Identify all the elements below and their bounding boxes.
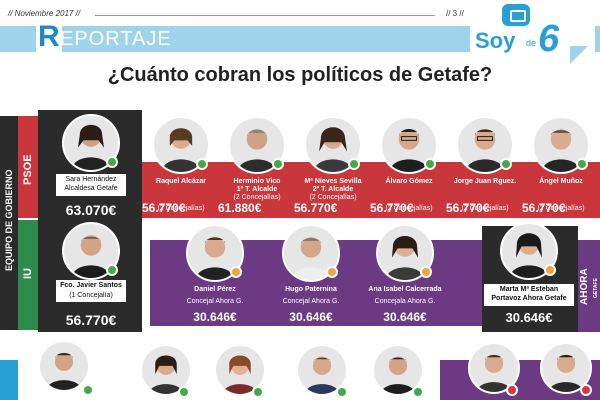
salary: 61.880€ (218, 201, 262, 215)
salary: 30.646€ (505, 310, 553, 325)
status-dot (252, 386, 264, 398)
portrait (456, 116, 514, 174)
psoe-band (18, 116, 38, 218)
header-rule (95, 15, 435, 16)
ahora-card: Ana Isabel Calcerrada Concejala Ahora G.… (366, 224, 444, 334)
portrait (532, 116, 590, 174)
psoe-card: Ángel Muñoz (2 Concejalías) (522, 116, 600, 226)
salary: 56.770€ (65, 312, 117, 328)
gobierno-label: EQUIPO DE GOBIERNO (4, 169, 14, 271)
page-header: // Noviembre 2017 // // 3 // (0, 6, 600, 22)
section-initial: R (36, 20, 62, 53)
logo-tail (570, 46, 588, 64)
portrait (376, 224, 434, 282)
salary: 56.770€ (370, 201, 414, 215)
psoe-card: Álvaro Gómez (2 Concejalías) (370, 116, 448, 226)
portrait (500, 222, 558, 280)
ahora-card: Hugo Paternina Concejal Ahora G. 30.646€ (272, 224, 350, 334)
status-dot (106, 156, 118, 168)
ahora-sublabel: GETAFE (593, 278, 599, 298)
portrait (228, 116, 286, 174)
mayor-salary: 63.070€ (65, 202, 117, 218)
salary: 30.646€ (383, 310, 427, 324)
status-dot (412, 386, 424, 398)
salary: 56.770€ (142, 201, 186, 215)
soy-de-getafe-logo: Soy de 6 (470, 4, 595, 66)
chat-bubble-icon (502, 4, 530, 26)
section-title: EPORTAJE (60, 28, 172, 50)
status-dot (506, 384, 518, 396)
psoe-card: Herminio Vico 1º T. Alcalde (2 Concejalí… (218, 116, 296, 226)
portrait (140, 344, 192, 396)
status-dot (178, 386, 190, 398)
psoe-label: PSOE (22, 154, 34, 186)
page-number: // 3 // (446, 9, 464, 18)
psoe-row-band (142, 162, 600, 218)
ahora-side (578, 240, 600, 332)
mayor-card: Sara Hernández Alcaldesa Getafe 63.070€ (52, 114, 130, 224)
iu-card: Fco. Javier Santos (1 Concejalía) 56.770… (52, 222, 130, 332)
ahora-lead-card: Marta Mª Esteban Portavoz Ahora Getafe 3… (484, 222, 574, 332)
salary: 56.770€ (522, 201, 566, 215)
salary: 30.646€ (289, 310, 333, 324)
ahora-card: Daniel Pérez Concejal Ahora G. 30.646€ (176, 224, 254, 334)
status-dot (336, 386, 348, 398)
portrait (38, 340, 90, 392)
gobierno-band (0, 116, 18, 330)
salary: 56.770€ (294, 201, 338, 215)
status-dot (580, 384, 592, 396)
iu-band (18, 220, 38, 330)
psoe-card: Jorge Juan Rguez. (2 Concejalías) (446, 116, 524, 226)
salary: 30.646€ (193, 310, 237, 324)
iu-label: IU (22, 268, 34, 280)
status-dot (82, 384, 94, 396)
psoe-card: Mª Nieves Sevilla 2º T. Alcalde (2 Conce… (294, 116, 372, 226)
bottom-blue-band (0, 360, 18, 400)
headline: ¿Cuánto cobran los políticos de Getafe? (107, 64, 493, 86)
psoe-card: Raquel Alcázar (2 Concejalías) (142, 116, 220, 226)
salary: 56.770€ (446, 201, 490, 215)
portrait (214, 344, 266, 396)
issue-date: // Noviembre 2017 // (8, 9, 81, 18)
